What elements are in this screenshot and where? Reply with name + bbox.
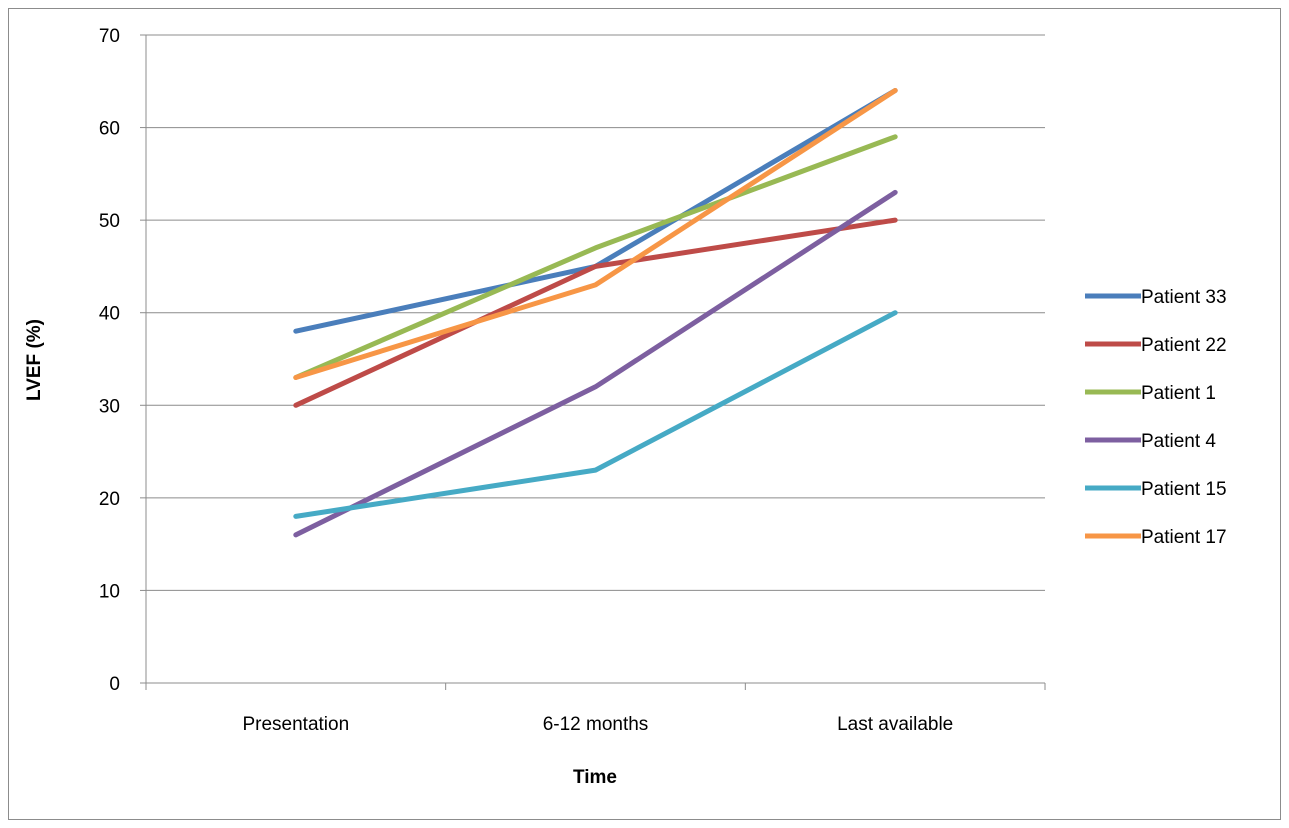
series-line-patient-4 bbox=[293, 189, 898, 538]
legend-label-patient-4: Patient 4 bbox=[1141, 431, 1216, 452]
y-tick-label-60: 60 bbox=[99, 119, 120, 140]
series-line-patient-15 bbox=[293, 310, 898, 519]
y-tick-label-50: 50 bbox=[99, 211, 120, 232]
x-tick-label-2: Last available bbox=[837, 714, 953, 735]
y-tick-label-30: 30 bbox=[99, 396, 120, 417]
series-lines bbox=[293, 88, 898, 538]
x-axis-title: Time bbox=[573, 767, 617, 788]
series-line-patient-17 bbox=[293, 88, 898, 380]
y-tick-label-20: 20 bbox=[99, 489, 120, 510]
series-line-patient-33 bbox=[293, 88, 898, 334]
y-tick-label-0: 0 bbox=[109, 674, 120, 695]
series-line-patient-1 bbox=[293, 134, 898, 380]
x-tick-label-1: 6-12 months bbox=[543, 714, 649, 735]
legend-label-patient-1: Patient 1 bbox=[1141, 383, 1216, 404]
gridlines bbox=[146, 34, 1045, 591]
legend-label-patient-22: Patient 22 bbox=[1141, 335, 1227, 356]
axes bbox=[140, 34, 1046, 690]
y-tick-labels: 0 10 20 30 40 50 60 70 bbox=[99, 26, 120, 695]
x-tick-labels: Presentation 6-12 months Last available bbox=[242, 714, 953, 735]
y-tick-label-70: 70 bbox=[99, 26, 120, 47]
legend-label-patient-17: Patient 17 bbox=[1141, 527, 1227, 548]
y-tick-label-40: 40 bbox=[99, 304, 120, 325]
legend: Patient 33 Patient 22 Patient 1 Patient 4 Pa… bbox=[1085, 287, 1227, 548]
legend-label-patient-15: Patient 15 bbox=[1141, 479, 1227, 500]
y-axis-title: LVEF (%) bbox=[24, 319, 45, 401]
y-tick-label-10: 10 bbox=[99, 581, 120, 602]
legend-label-patient-33: Patient 33 bbox=[1141, 287, 1227, 308]
x-tick-label-0: Presentation bbox=[242, 714, 349, 735]
chart-frame bbox=[8, 8, 1281, 820]
series-line-patient-22 bbox=[293, 217, 898, 408]
